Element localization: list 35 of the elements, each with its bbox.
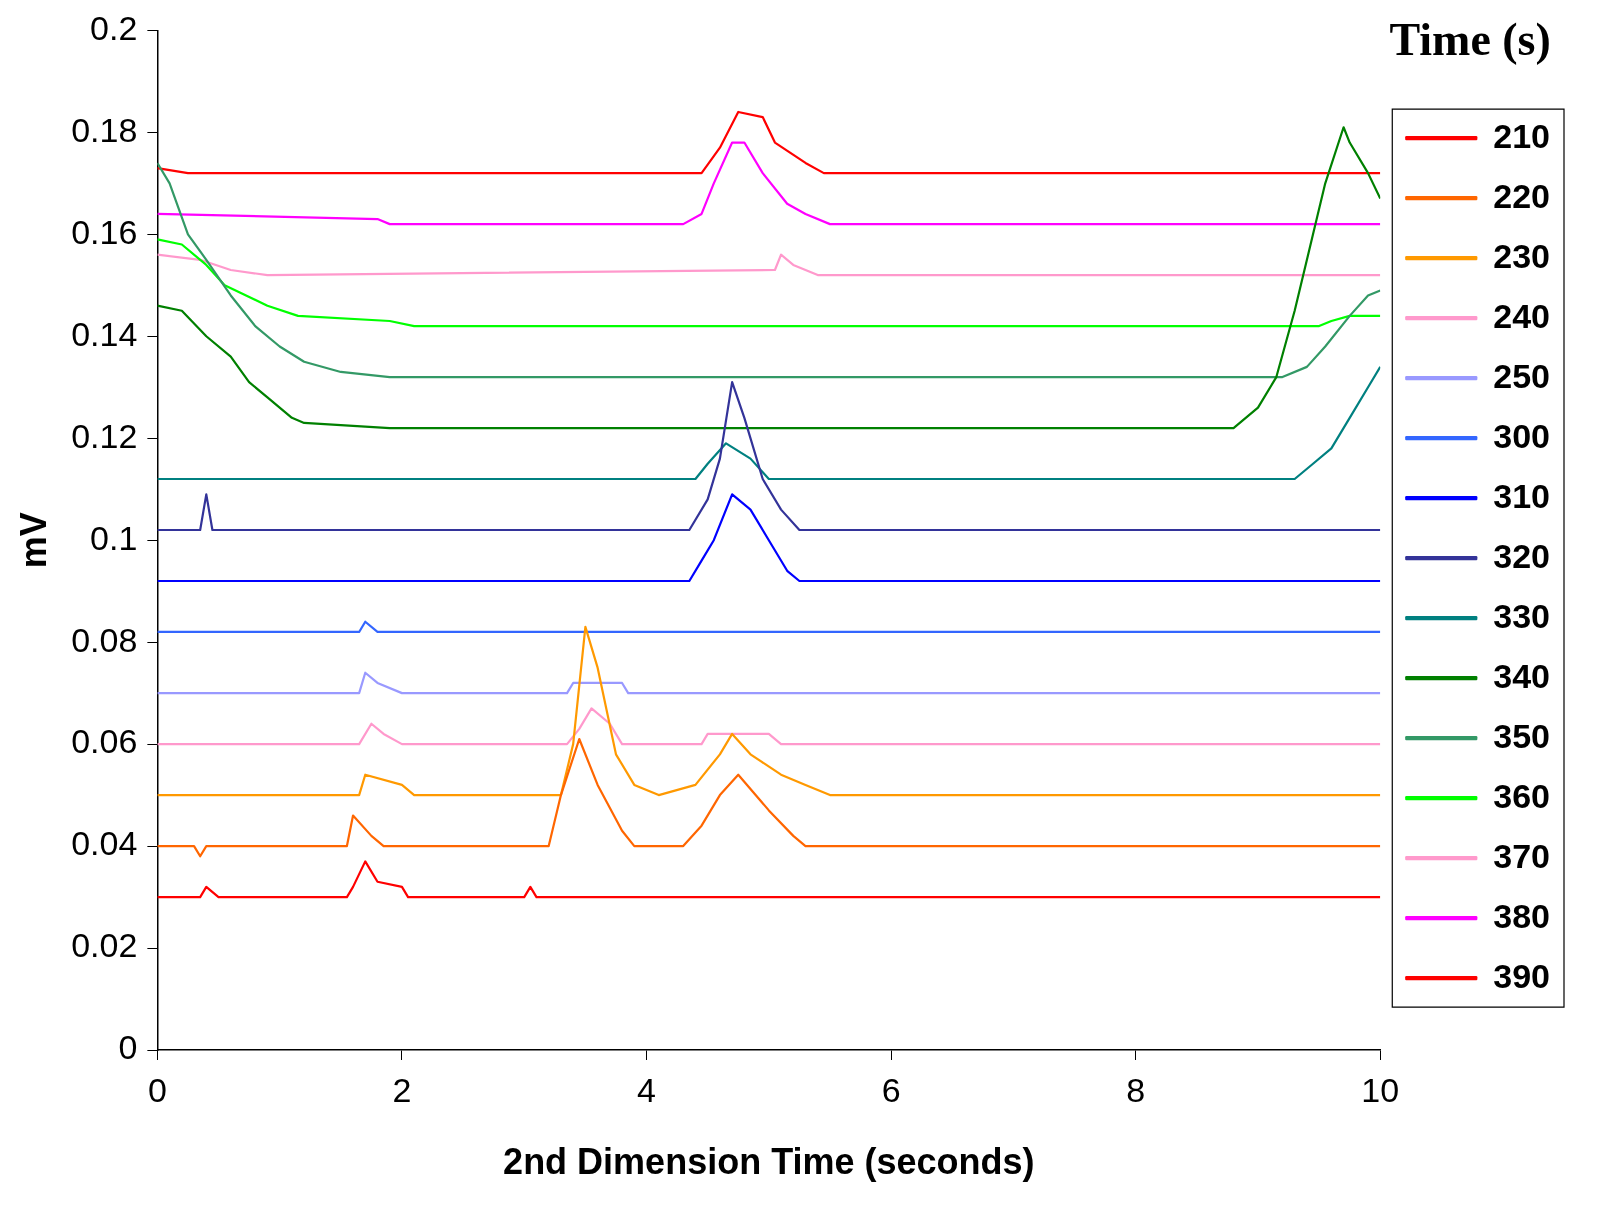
- legend-label: 210: [1493, 116, 1551, 155]
- legend-label: 330: [1493, 596, 1551, 635]
- y-tick-label: 0.08: [71, 620, 138, 659]
- y-axis-title: mV: [12, 512, 54, 569]
- x-axis-title: 2nd Dimension Time (seconds): [503, 1141, 1035, 1183]
- legend-label: 220: [1493, 176, 1551, 215]
- x-tick-label: 6: [881, 1070, 901, 1109]
- y-tick-label: 0.06: [71, 722, 138, 761]
- y-tick-label: 0.02: [71, 926, 138, 965]
- legend-label: 350: [1493, 716, 1551, 755]
- x-tick-label: 2: [392, 1070, 412, 1109]
- y-tick-label: 0.14: [71, 314, 138, 353]
- legend-label: 240: [1493, 296, 1551, 335]
- y-tick-label: 0.18: [71, 110, 138, 149]
- y-tick-label: 0.12: [71, 416, 138, 455]
- x-tick-label: 4: [637, 1070, 656, 1109]
- x-tick-label: 10: [1361, 1070, 1400, 1109]
- y-tick-label: 0.04: [71, 824, 138, 863]
- y-tick-label: 0.2: [90, 8, 138, 47]
- legend-label: 360: [1493, 776, 1551, 815]
- legend-label: 300: [1493, 416, 1551, 455]
- legend-label: 320: [1493, 536, 1551, 575]
- legend-label: 250: [1493, 356, 1551, 395]
- legend-label: 230: [1493, 236, 1551, 275]
- legend-label: 340: [1493, 656, 1551, 695]
- x-tick-label: 0: [147, 1070, 167, 1109]
- legend-label: 380: [1493, 896, 1551, 935]
- y-tick-label: 0.16: [71, 212, 138, 251]
- legend-title: Time (s): [1389, 13, 1551, 65]
- legend-label: 310: [1493, 476, 1551, 515]
- legend-label: 390: [1493, 956, 1551, 995]
- y-tick-label: 0.1: [90, 518, 138, 557]
- legend-label: 370: [1493, 836, 1551, 875]
- y-tick-label: 0: [118, 1028, 138, 1067]
- x-tick-label: 8: [1126, 1070, 1146, 1109]
